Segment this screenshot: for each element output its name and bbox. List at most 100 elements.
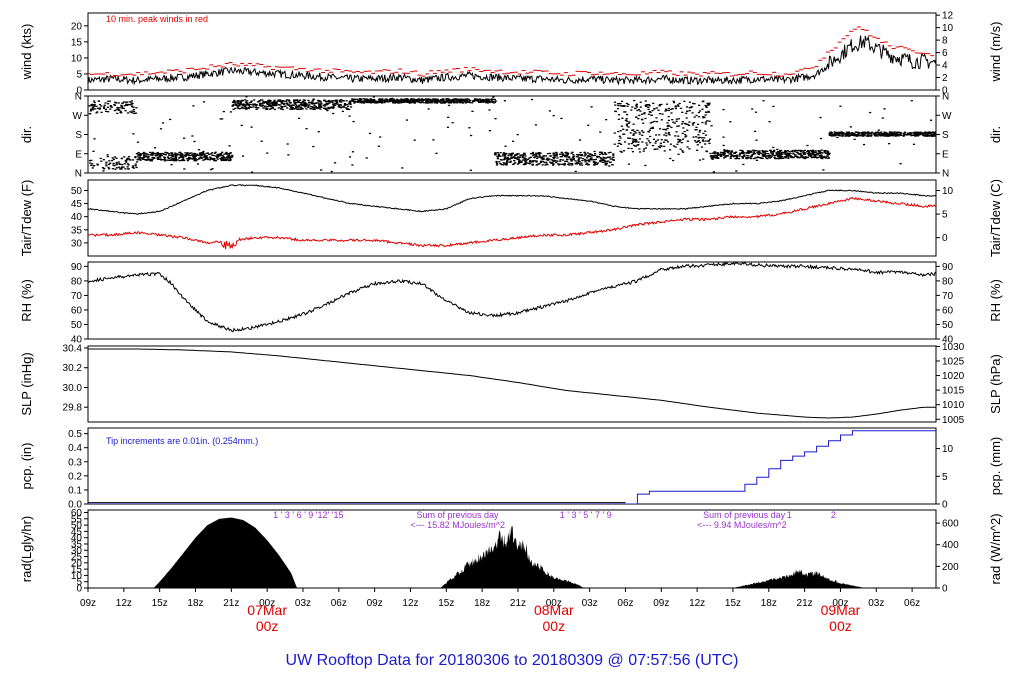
dir-point — [443, 100, 447, 102]
dir-point — [94, 108, 97, 110]
dir-point — [704, 130, 707, 132]
dir-point — [770, 151, 773, 153]
dir-point — [365, 157, 368, 159]
wind-ytick-right-label: 12 — [942, 11, 954, 22]
dir-point — [820, 149, 823, 151]
x-tick-label: 18z — [761, 598, 777, 609]
dir-point — [571, 156, 575, 158]
dir-point — [894, 133, 897, 136]
dir-point — [307, 106, 310, 108]
dir-point — [164, 156, 167, 159]
dir-point — [633, 99, 636, 102]
dir-point — [483, 99, 486, 101]
dir-point — [505, 164, 508, 166]
dir-point — [645, 105, 648, 107]
dir-point — [164, 151, 167, 154]
dir-point — [278, 100, 281, 102]
dir-point — [228, 145, 231, 147]
dir-point — [167, 157, 170, 159]
wind-plot-area — [88, 26, 936, 86]
dir-point — [838, 134, 841, 136]
dir-point — [662, 141, 666, 143]
dir-point — [749, 155, 753, 158]
rad-ylabel-right: rad (W/m^2) — [988, 513, 1003, 584]
dir-point — [174, 152, 177, 154]
dir-point — [640, 113, 644, 115]
dir-point — [422, 101, 425, 104]
dir-point — [335, 101, 339, 104]
temp-plot-area — [88, 184, 936, 250]
dir-point — [214, 155, 218, 157]
dir-point — [850, 132, 853, 134]
dir-point — [362, 102, 366, 104]
dir-point — [299, 103, 303, 105]
dir-point — [425, 100, 429, 102]
dir-point — [259, 99, 262, 101]
dir-point — [877, 135, 880, 137]
dir-point — [484, 100, 487, 103]
dir-point — [675, 120, 678, 122]
dir-point — [481, 98, 484, 101]
dir-point — [210, 158, 213, 160]
dir-point — [599, 158, 603, 160]
wind-peak-series — [88, 26, 935, 77]
dir-point — [376, 101, 379, 104]
dir-point — [789, 155, 792, 157]
dir-point — [836, 136, 839, 139]
x-tick-label: 00z — [259, 598, 275, 609]
dir-point — [206, 152, 210, 154]
dir-point — [582, 158, 585, 160]
dir-point — [117, 109, 121, 111]
dir-point — [120, 157, 124, 160]
dir-point — [536, 157, 539, 160]
dir-point — [211, 154, 214, 156]
dir-point — [152, 153, 155, 155]
dir-point — [255, 108, 258, 111]
dir-point — [410, 98, 413, 100]
dir-point — [600, 151, 603, 153]
dir-point — [223, 157, 227, 159]
rh-ylabel-right: RH (%) — [988, 279, 1003, 322]
dir-point — [552, 160, 555, 162]
dir-point — [736, 157, 739, 160]
dir-point — [233, 99, 236, 102]
dir-point — [638, 131, 641, 133]
dir-point — [151, 151, 154, 154]
dir-point — [228, 153, 231, 155]
dir-point — [747, 152, 750, 154]
dir-point — [289, 108, 292, 110]
dir-point — [129, 103, 132, 106]
dir-point — [465, 98, 468, 100]
dir-point — [499, 152, 502, 154]
dir-point — [712, 156, 715, 159]
dir-point — [544, 164, 547, 166]
dir-point — [274, 102, 277, 105]
dir-point — [489, 101, 492, 103]
dir-point — [620, 125, 623, 127]
dir-point — [171, 155, 174, 158]
dir-point — [408, 100, 411, 102]
dir-point — [113, 109, 116, 112]
dir-point — [529, 156, 532, 158]
dir-point — [913, 133, 916, 135]
dir-point — [758, 150, 761, 152]
dir-point — [912, 131, 916, 134]
dir-point — [405, 119, 409, 121]
x-tick-label: 06z — [331, 598, 347, 609]
dir-point — [754, 157, 757, 159]
rh-series-RH — [88, 262, 936, 333]
dir-point — [768, 149, 772, 152]
dir-point — [154, 152, 157, 155]
dir-point — [442, 100, 445, 103]
dir-point — [365, 101, 368, 103]
dir-point — [928, 132, 931, 134]
dir-point — [560, 155, 564, 158]
dir-point — [240, 104, 244, 106]
dir-point — [587, 154, 590, 157]
dir-point — [435, 152, 438, 154]
dir-point — [153, 157, 156, 159]
dir-point — [412, 98, 416, 100]
dir-point — [796, 149, 799, 152]
dir-point — [280, 106, 283, 108]
